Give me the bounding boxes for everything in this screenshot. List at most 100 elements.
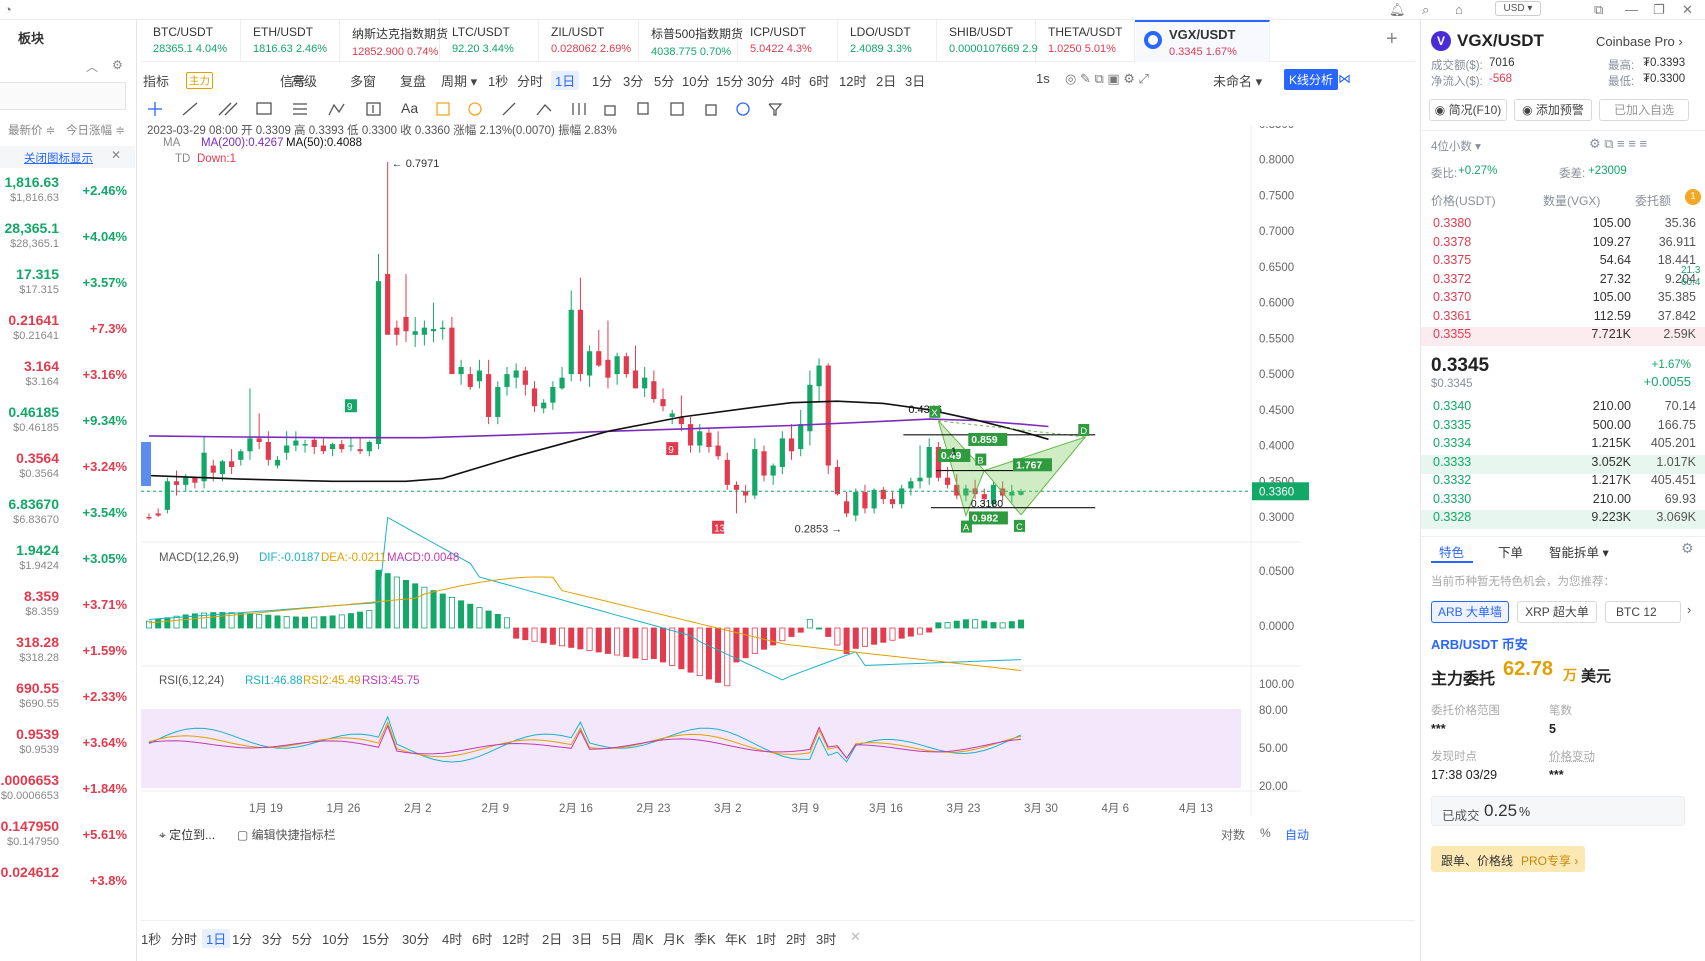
restore-icon[interactable]: ❐ xyxy=(1653,2,1665,17)
chart-area[interactable]: 0.8500 0.8000 0.7500 0.7000 0.6500 0.6000 0.55… xyxy=(141,125,1415,881)
text-tool[interactable]: Aa xyxy=(401,100,419,116)
auto-scale-toggle[interactable]: 自动 xyxy=(1285,828,1310,842)
settings-icon[interactable]: ⚙ xyxy=(112,58,123,72)
toolbar-item[interactable]: 1秒 xyxy=(488,74,509,89)
close-icon-display-link[interactable]: 关闭图标显示 xyxy=(24,153,93,165)
chip-xrp[interactable]: XRP 超大单 xyxy=(1517,601,1597,623)
fib-tool-icon[interactable] xyxy=(293,103,307,115)
brush-tool-icon[interactable] xyxy=(468,102,482,116)
chip-btc[interactable]: BTC 12 xyxy=(1605,601,1681,623)
back-icon[interactable]: ◔ xyxy=(4,2,12,17)
toolbar-item[interactable]: 周期 ▾ xyxy=(441,74,478,89)
layout-select[interactable]: 未命名 ▾ xyxy=(1213,74,1263,89)
added-watchlist-button[interactable]: 已加入自选 xyxy=(1599,99,1689,121)
watchlist-row[interactable]: 1,816.63 $1,816.63 +2.46% xyxy=(0,172,137,218)
tab-order[interactable]: 下单 xyxy=(1498,546,1524,560)
measure-tool-icon[interactable] xyxy=(366,102,381,116)
settings-icon[interactable]: ⚙ xyxy=(1681,540,1694,556)
rec-pair[interactable]: ARB/USDT 币安 xyxy=(1431,637,1528,652)
bid-row[interactable]: 0.3340 210.00 70.14 xyxy=(1421,399,1705,418)
watchlist-row[interactable]: 1.9424 $1.9424 +3.05% xyxy=(0,540,137,586)
timeframe-item[interactable]: 2时 xyxy=(786,932,807,947)
ask-row[interactable]: 0.3375 54.64 18.441 xyxy=(1421,253,1705,272)
close-icon-display-bar[interactable]: 关闭图标显示 ✕ xyxy=(0,146,135,168)
decimal-select[interactable]: 4位小数 ▾ xyxy=(1431,141,1481,153)
symbol-tab[interactable]: VGX/USDT 0.3345 1.67% xyxy=(1135,20,1270,62)
toolbar-item[interactable]: 10分 xyxy=(682,74,710,89)
watchlist-row[interactable]: 0.147950 $0.147950 +5.61% xyxy=(0,816,137,862)
minimize-icon[interactable]: — xyxy=(1625,2,1638,17)
candle-tool-icon[interactable] xyxy=(572,103,586,115)
bid-row[interactable]: 0.3333 3.052K 1.017K xyxy=(1421,454,1705,474)
crosshair-icon[interactable] xyxy=(148,102,162,116)
watchlist-row[interactable]: 0.9539 $0.9539 +3.64% xyxy=(0,724,137,770)
watchlist-row[interactable]: 0.46185 $0.46185 +9.34% xyxy=(0,402,137,448)
timeframe-item[interactable]: 10分 xyxy=(322,932,350,947)
ask-row[interactable]: 0.3380 105.00 35.36 xyxy=(1421,216,1705,235)
toolbar-item[interactable]: 4时 xyxy=(781,74,802,89)
timeframe-item[interactable]: 3日 xyxy=(572,932,593,947)
chip-arb[interactable]: ARB 大单墙 xyxy=(1431,601,1509,623)
toolbar-item[interactable]: 5分 xyxy=(654,74,675,89)
parallel-tool-icon[interactable] xyxy=(218,102,238,116)
close-icon[interactable]: ✕ xyxy=(1682,2,1693,17)
interval-1s[interactable]: 1s xyxy=(1036,71,1050,86)
symbol-tab[interactable]: LTC/USDT 92.20 3.44% xyxy=(440,20,539,62)
collapse-icon[interactable]: ︿ xyxy=(86,60,99,74)
percent-toggle[interactable]: % xyxy=(1260,826,1271,840)
timeframe-item[interactable]: 4时 xyxy=(442,932,463,947)
symbol-tab[interactable]: SHIB/USDT 0.0000107669 2.9 xyxy=(937,20,1038,62)
close-icon[interactable]: ✕ xyxy=(850,929,861,944)
symbol-tab[interactable]: ETH/USDT 1816.63 2.46% xyxy=(241,20,340,62)
copy-tool-icon[interactable] xyxy=(637,102,649,115)
timeframe-item[interactable]: 2日 xyxy=(542,932,563,947)
log-scale-toggle[interactable]: 对数 xyxy=(1221,828,1246,842)
watchlist-row[interactable]: 0.0006653 $0.0006653 +1.84% xyxy=(0,770,137,816)
timeframe-item[interactable]: 3分 xyxy=(262,932,283,947)
ruler-tool-icon[interactable] xyxy=(502,102,516,116)
watchlist-row[interactable]: 0.21641 $0.21641 +7.3% xyxy=(0,310,137,356)
toolbar-item[interactable]: 信号 xyxy=(280,74,307,89)
trash-icon[interactable] xyxy=(705,104,717,116)
bid-row[interactable]: 0.3335 500.00 166.75 xyxy=(1421,418,1705,437)
toolbar-item[interactable]: 指标 xyxy=(143,74,170,89)
bid-row[interactable]: 0.3330 210.00 69.93 xyxy=(1421,492,1705,511)
filter-icon[interactable] xyxy=(768,103,783,116)
toolbar-item[interactable]: 1分 xyxy=(592,74,613,89)
rect-tool-icon[interactable] xyxy=(256,102,272,115)
timeframe-item[interactable]: 15分 xyxy=(362,932,390,947)
currency-select[interactable]: USD ▾ xyxy=(1495,1,1541,16)
edit-indicators[interactable]: ▢ 编辑快捷指标栏 xyxy=(237,828,336,842)
profile-button[interactable]: ◉ 简况(F10) xyxy=(1429,99,1507,121)
watchlist-row[interactable]: 8.359 $8.359 +3.71% xyxy=(0,586,137,632)
watchlist-row[interactable]: 690.55 $690.55 +2.33% xyxy=(0,678,137,724)
ask-row[interactable]: 0.3355 7.721K 2.59K xyxy=(1421,327,1705,346)
toolbar-item[interactable]: 主力 xyxy=(186,72,213,89)
tab-smart-split[interactable]: 智能拆单 ▾ xyxy=(1549,546,1609,560)
timeframe-item[interactable]: 6时 xyxy=(472,932,493,947)
chart-tool-icons[interactable]: ◎ ✎ ⧉ ▣ ⚙ ⤢ xyxy=(1065,71,1149,86)
sort-change[interactable]: 今日涨幅 ≑ xyxy=(66,125,125,137)
side-badge[interactable]: 1 xyxy=(1685,189,1701,205)
add-alert-button[interactable]: ◉ 添加预警 xyxy=(1514,99,1592,121)
toolbar-item[interactable]: 高级 xyxy=(291,74,318,89)
timeframe-item[interactable]: 季K xyxy=(694,932,716,947)
search-icon[interactable]: ⌕ xyxy=(1422,2,1430,17)
home-icon[interactable]: ⌂ xyxy=(1455,2,1463,17)
timeframe-item[interactable]: 1时 xyxy=(756,932,777,947)
ask-row[interactable]: 0.3361 112.59 37.842 xyxy=(1421,309,1705,328)
timeframe-item[interactable]: 5日 xyxy=(602,932,623,947)
symbol-tab[interactable]: ICP/USDT 5.0422 4.3% xyxy=(738,20,838,62)
symbol-tab[interactable]: BTC/USDT 28365.1 4.04% xyxy=(141,20,241,62)
close-icon[interactable]: ✕ xyxy=(111,148,122,162)
symbol-tab[interactable]: 标普500指数期货 4038.775 0.70% xyxy=(639,20,743,62)
toolbar-item[interactable]: 2日 xyxy=(876,74,897,89)
watchlist-row[interactable]: 318.28 $318.28 +1.59% xyxy=(0,632,137,678)
timeframe-item[interactable]: 5分 xyxy=(292,932,313,947)
toolbar-item[interactable]: 分时 xyxy=(517,74,544,89)
toolbar-item[interactable]: 复盘 xyxy=(400,74,427,89)
locate-button[interactable]: ⌖ 定位到... xyxy=(159,828,216,842)
watchlist-row[interactable]: 28,365.1 $28,365.1 +4.04% xyxy=(0,218,137,264)
orderbook-settings-icon[interactable]: ⚙ ⧉ ≡ ≡ ≡ xyxy=(1589,136,1648,151)
toolbar-item[interactable]: 3日 xyxy=(905,74,926,89)
